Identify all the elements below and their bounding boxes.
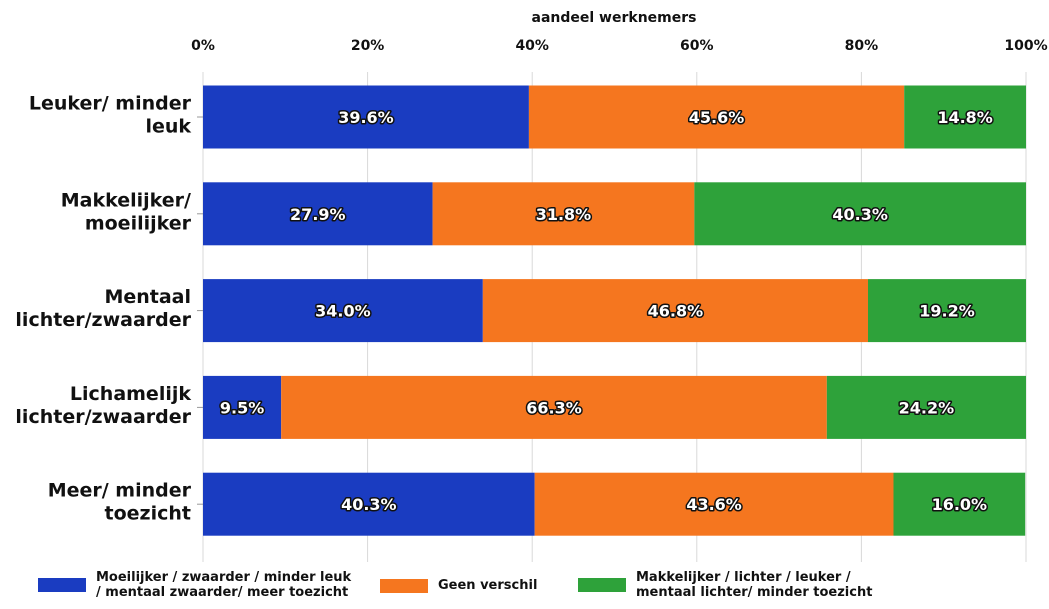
data-label: 45.6% <box>689 108 745 127</box>
bars: 39.6% 45.6% 14.8% 27.9% 31.8% 40.3% 34.0% 46.8%… <box>203 85 1026 536</box>
bar-segment <box>867 279 1026 343</box>
bar-segment <box>694 182 1026 246</box>
legend-swatch-harder <box>38 578 86 592</box>
data-label: 34.0% <box>315 302 371 321</box>
legend-swatch-easier <box>578 578 626 592</box>
bar-segment <box>432 182 695 246</box>
x-tick-label: 80% <box>845 38 879 54</box>
bar-segment <box>528 85 905 149</box>
data-label: 9.5% <box>220 398 264 417</box>
legend-label-easier-line2: mentaal lichter/ minder toezicht <box>636 585 873 600</box>
legend-label-no-difference: Geen verschil <box>438 578 538 593</box>
data-label: 19.2% <box>919 302 975 321</box>
category-label: lichter/zwaarder <box>15 406 191 428</box>
x-tick-label: 0% <box>191 38 215 54</box>
bar-segment <box>281 375 827 439</box>
data-label: 14.8% <box>937 108 993 127</box>
legend-label-easier-line1: Makkelijker / lichter / leuker / <box>636 570 851 585</box>
legend-item-easier: Makkelijker / lichter / leuker / mentaal… <box>578 570 872 600</box>
category-label: moeilijker <box>85 212 192 234</box>
category-label: leuk <box>145 116 191 138</box>
data-label: 40.3% <box>341 495 397 514</box>
category-label: Leuker/ minder <box>29 93 192 115</box>
bar-segment <box>904 85 1026 149</box>
category-label: Lichamelijk <box>70 383 191 405</box>
x-axis-ticks: 0% 20% 40% 60% 80% 100% <box>191 38 1048 54</box>
legend-item-no-difference: Geen verschil <box>380 578 537 593</box>
bar-segment <box>893 472 1026 536</box>
data-label: 31.8% <box>536 205 592 224</box>
category-label: toezicht <box>105 503 191 525</box>
legend-label-harder-line2: / mentaal zwaarder/ meer toezicht <box>96 585 349 600</box>
x-tick-label: 60% <box>680 38 714 54</box>
data-label: 27.9% <box>290 205 346 224</box>
data-label: 24.2% <box>899 398 955 417</box>
stacked-bar-chart: aandeel werknemers 0% 20% 40% 60% 80% 100% 39… <box>15 10 1048 562</box>
bar-segment <box>826 375 1026 439</box>
legend-swatch-no-difference <box>380 578 428 593</box>
x-tick-label: 100% <box>1004 38 1047 54</box>
data-label: 46.8% <box>648 302 704 321</box>
legend-label-harder-line1: Moeilijker / zwaarder / minder leuk <box>96 570 352 585</box>
category-label: Makkelijker/ <box>61 189 191 211</box>
data-label: 43.6% <box>686 495 742 514</box>
category-label: Meer/ minder <box>48 480 192 502</box>
data-label: 16.0% <box>932 495 988 514</box>
x-tick-label: 40% <box>515 38 549 54</box>
legend-item-harder: Moeilijker / zwaarder / minder leuk / me… <box>38 570 351 600</box>
bar-segment <box>203 85 529 149</box>
bar-segment <box>203 182 433 246</box>
bar-segment <box>482 279 868 343</box>
category-label: Mentaal <box>104 286 191 308</box>
data-label: 66.3% <box>526 398 582 417</box>
data-label: 40.3% <box>832 205 888 224</box>
bar-segment <box>203 472 535 536</box>
x-axis-title: aandeel werknemers <box>532 10 697 26</box>
bar-segment <box>203 279 483 343</box>
bar-segment <box>203 375 282 439</box>
x-tick-label: 20% <box>351 38 385 54</box>
bar-segment <box>534 472 894 536</box>
category-label: lichter/zwaarder <box>15 309 191 331</box>
legend: Moeilijker / zwaarder / minder leuk / me… <box>0 566 1049 609</box>
data-label: 39.6% <box>338 108 394 127</box>
